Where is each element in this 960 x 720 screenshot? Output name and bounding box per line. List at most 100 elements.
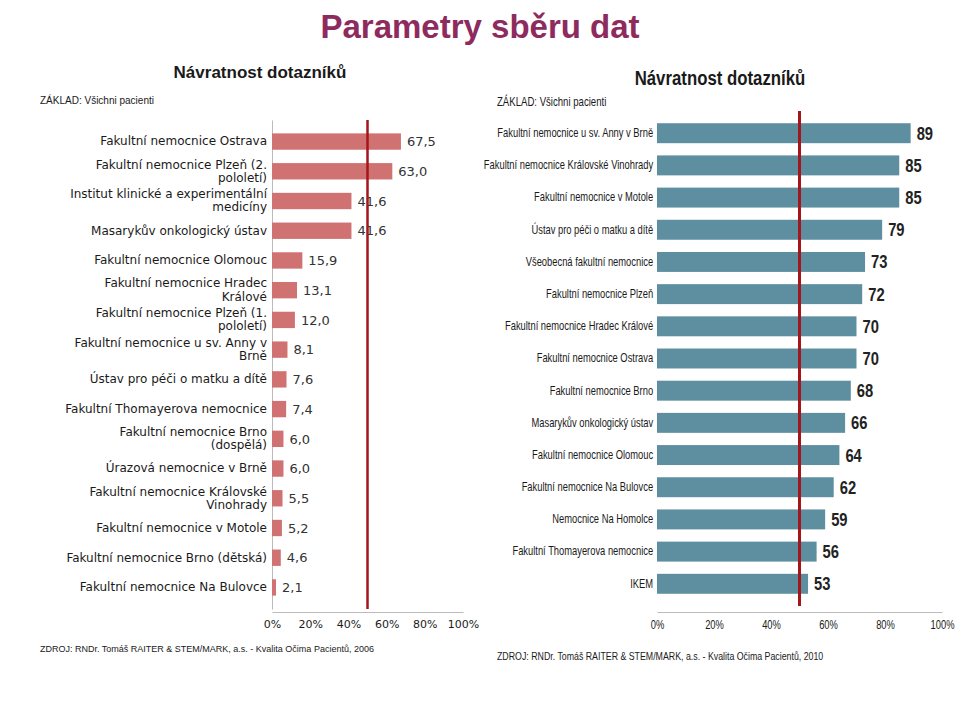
data-label: 62 <box>840 477 856 497</box>
tick-label: 60% <box>819 617 838 630</box>
data-label: 6,0 <box>289 461 310 476</box>
axis-line <box>273 612 464 613</box>
bar <box>272 312 295 328</box>
reference-line <box>798 111 801 606</box>
tick: Fakultní nemocnice u sv. Anny vBrně <box>75 336 272 363</box>
bar <box>657 284 862 304</box>
bar <box>272 460 283 476</box>
tick: 40% <box>337 612 361 631</box>
bar <box>272 401 286 417</box>
bar <box>657 542 817 562</box>
category-label: Fakultní nemocnice Plzeň (1.pololetí) <box>96 306 267 333</box>
bar <box>272 341 287 357</box>
value-axis: 0%20%40%60%80%100% <box>264 612 479 631</box>
data-label: 70 <box>863 316 879 336</box>
category-label: IKEM <box>630 576 653 589</box>
tick-label: 60% <box>375 618 399 631</box>
subtitle: ZÁKLAD: Všichni pacienti <box>497 95 606 108</box>
chart-title: Návratnost dotazníků <box>635 66 806 89</box>
category-label: Fakultní nemocnice Na Bulovce <box>80 580 267 594</box>
data-label: 68 <box>857 381 873 401</box>
tick: Fakultní nemocnice Na Bulovce <box>522 480 657 493</box>
tick-label: 20% <box>705 617 724 630</box>
bar <box>272 371 287 387</box>
source: ZDROJ: RNDr. Tomáš RAITER & STEM/MARK, a… <box>497 650 824 662</box>
category-label: Fakultní Thomayerova nemocnice <box>512 544 653 557</box>
data-labels: 67,563,041,641,615,913,112,08,17,67,46,0… <box>282 134 436 595</box>
data-label: 41,6 <box>357 194 386 209</box>
category-label: Fakultní nemocnice u sv. Anny vBrně <box>75 336 267 363</box>
category-axis: Fakultní nemocnice u sv. Anny v BrněFaku… <box>484 112 658 607</box>
data-label: 4,6 <box>287 550 308 565</box>
tick: 20% <box>705 612 724 631</box>
bar <box>272 163 392 179</box>
tick: 100% <box>448 612 479 631</box>
category-label: Fakultní nemocnice KrálovskéVinohrady <box>89 485 267 512</box>
category-label: Fakultní nemocnice v Motole <box>96 521 267 535</box>
category-label: Fakultní nemocnice Olomouc <box>532 448 654 461</box>
bar <box>272 550 281 566</box>
tick: Fakultní nemocnice Plzeň (1.pololetí) <box>96 306 272 333</box>
tick: Fakultní nemocnice KrálovskéVinohrady <box>89 485 272 512</box>
category-axis: Fakultní nemocnice Ostrava Fakultní nemoc… <box>65 121 272 610</box>
category-label: Nemocnice Na Homolce <box>552 512 653 525</box>
tick: 60% <box>819 612 838 631</box>
tick-label: 80% <box>413 618 437 631</box>
data-label: 12,0 <box>301 313 330 328</box>
data-label: 73 <box>871 252 887 272</box>
tick: Fakultní nemocnice Ostrava <box>100 134 272 148</box>
tick: Nemocnice Na Homolce <box>552 512 657 525</box>
tick: 40% <box>762 612 781 631</box>
bar <box>657 188 899 208</box>
bar <box>657 381 851 401</box>
tick: Úrazová nemocnice v Brně <box>106 460 272 475</box>
bar <box>657 477 834 497</box>
page-title: Parametry sběru dat <box>320 8 639 45</box>
tick: Fakultní nemocnice HradecKrálové <box>105 276 272 303</box>
source: ZDROJ: RNDr. Tomáš RAITER & STEM/MARK, a… <box>40 644 374 654</box>
tick: 0% <box>651 612 665 631</box>
value-axis: 0% 20% 40% 60% 80% 100% <box>651 612 955 631</box>
data-label: 56 <box>823 542 839 562</box>
tick: Fakultní nemocnice v Motole <box>96 521 272 535</box>
tick: Fakultní nemocnice Ostrava <box>537 351 657 364</box>
tick-label: 100% <box>931 617 955 630</box>
tick: Všeobecná fakultní nemocnice <box>526 255 657 268</box>
tick: 80% <box>876 612 895 631</box>
tick-label: 0% <box>651 617 665 630</box>
bar <box>272 133 401 149</box>
tick-label: 80% <box>876 617 895 630</box>
category-label: Fakultní nemocnice Ostrava <box>100 134 267 148</box>
chart-title: Návratnost dotazníků <box>174 63 347 82</box>
tick: Fakultní Thomayerova nemocnice <box>512 544 657 557</box>
category-label: Ústav pro péči o matku a dítě <box>531 222 653 235</box>
tick: 100% <box>931 612 955 631</box>
data-label: 70 <box>863 349 879 369</box>
tick-label: 20% <box>298 618 322 631</box>
category-label: Fakultní nemocnice Brno (dětská) <box>66 551 267 565</box>
data-label: 89 <box>917 123 933 143</box>
tick-label: 40% <box>762 617 781 630</box>
tick: Fakultní nemocnice Brno (dětská) <box>66 551 272 565</box>
bar <box>272 431 283 447</box>
category-label: Fakultní nemocnice Na Bulovce <box>522 480 654 493</box>
tick: Fakultní nemocnice v Motole <box>534 190 657 203</box>
data-label: 15,9 <box>308 253 337 268</box>
tick: Fakultní nemocnice Hradec Králové <box>505 319 657 332</box>
bar <box>272 579 276 595</box>
data-label: 2,1 <box>282 580 303 595</box>
data-label: 41,6 <box>357 223 386 238</box>
tick: Masarykův onkologický ústav <box>531 416 657 429</box>
page: Parametry sběru dat Návratnost dotazníků Z… <box>0 0 960 720</box>
category-label: Fakultní nemocnice Olomouc <box>94 253 267 267</box>
axis-line <box>658 612 943 613</box>
tick: Fakultní nemocnice Plzeň <box>546 287 657 300</box>
tick: 80% <box>413 612 437 631</box>
bar <box>272 282 297 298</box>
chart: Návratnost dotazníků ZÁKLAD: Všichni paci… <box>484 66 955 662</box>
bar <box>657 316 857 336</box>
data-label: 13,1 <box>303 283 332 298</box>
category-label: Fakultní nemocnice Brno(dospělá) <box>120 425 267 452</box>
bar <box>657 445 839 465</box>
data-label: 63,0 <box>398 164 427 179</box>
